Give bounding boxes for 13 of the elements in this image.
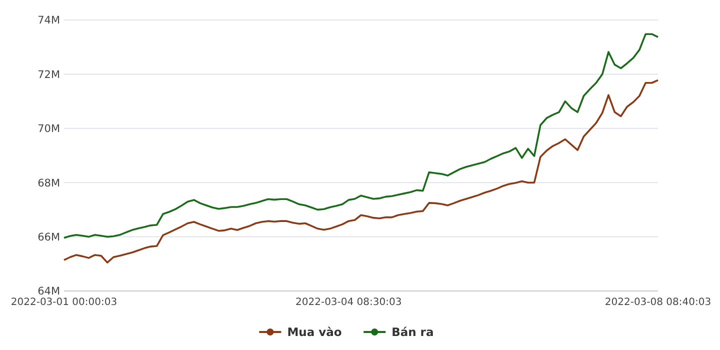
line-series [63, 33, 659, 239]
line-series [63, 79, 659, 264]
x-tick-label: 2022-03-08 08:40:03 [604, 297, 712, 308]
x-tick-label: 2022-03-01 00:00:03 [10, 297, 118, 308]
legend-label: Bán ra [392, 325, 434, 340]
y-tick-label: 64M [38, 286, 60, 298]
legend-label: Mua vào [287, 325, 342, 340]
x-tick-label: 2022-03-04 08:30:03 [296, 297, 402, 308]
y-tick-label: 72M [38, 68, 60, 81]
y-tick-label: 70M [38, 123, 60, 136]
y-tick-label: 66M [38, 231, 60, 244]
y-tick-label: 74M [38, 14, 60, 27]
y-tick-label: 68M [38, 177, 60, 190]
